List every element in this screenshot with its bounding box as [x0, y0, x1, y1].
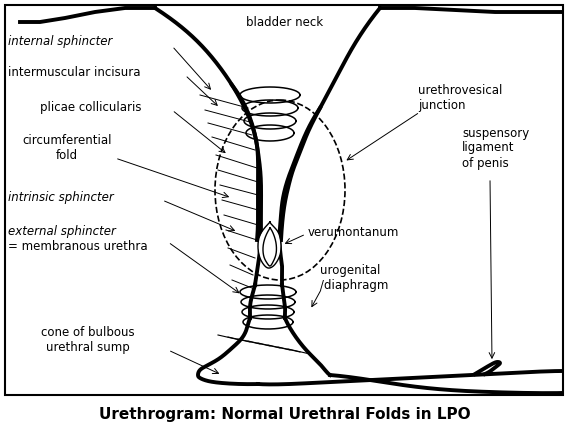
Text: suspensory
ligament
of penis: suspensory ligament of penis: [462, 126, 530, 170]
Text: cone of bulbous
urethral sump: cone of bulbous urethral sump: [41, 326, 135, 354]
Text: verumontanum: verumontanum: [308, 226, 400, 239]
Text: bladder neck: bladder neck: [246, 16, 324, 29]
Text: plicae collicularis: plicae collicularis: [40, 102, 141, 115]
Text: = membranous urethra: = membranous urethra: [8, 240, 148, 253]
Text: urethrovesical
junction: urethrovesical junction: [418, 84, 502, 112]
Text: circumferential
fold: circumferential fold: [22, 134, 112, 162]
Bar: [5, 5, 563, 395]
Text: external sphincter: external sphincter: [8, 226, 116, 239]
Polygon shape: [258, 222, 281, 268]
Text: internal sphincter: internal sphincter: [8, 36, 112, 49]
Text: Urethrogram: Normal Urethral Folds in LPO: Urethrogram: Normal Urethral Folds in LP…: [99, 408, 471, 423]
Text: intermuscular incisura: intermuscular incisura: [8, 66, 140, 79]
Text: intrinsic sphincter: intrinsic sphincter: [8, 191, 114, 204]
Polygon shape: [263, 228, 276, 266]
Text: urogenital
/diaphragm: urogenital /diaphragm: [320, 264, 388, 292]
